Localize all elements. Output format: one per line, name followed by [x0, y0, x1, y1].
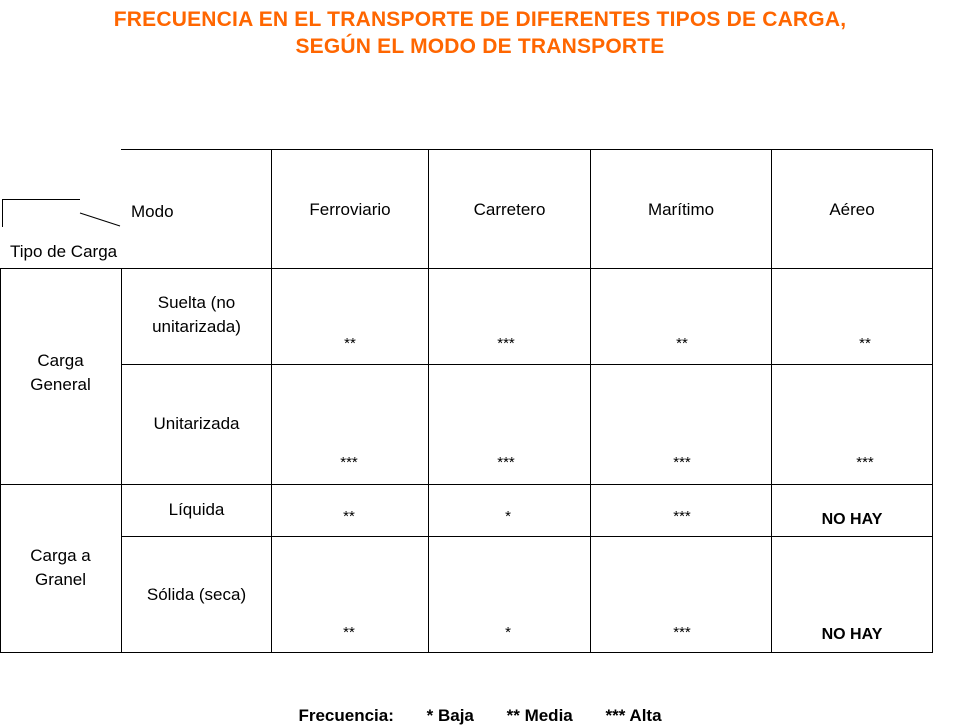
- table-line: [121, 149, 933, 150]
- row-label-liquida: Líquida: [168, 500, 225, 519]
- col-header-maritimo: Marítimo: [647, 200, 715, 219]
- value-cell-no-hay: NO HAY: [821, 511, 883, 528]
- value-cell: **: [676, 335, 688, 352]
- value-cell: **: [859, 335, 871, 352]
- table-line: [121, 364, 933, 365]
- table-line: [771, 149, 772, 653]
- table-line: [271, 149, 272, 653]
- title-line-2: SEGÚN EL MODO DE TRANSPORTE: [295, 35, 665, 58]
- value-cell: ***: [497, 454, 515, 471]
- header-tipo-carga: Tipo de Carga: [10, 242, 118, 261]
- value-cell-no-hay: NO HAY: [821, 626, 883, 643]
- col-header-carretero: Carretero: [473, 200, 546, 219]
- table-line: [0, 268, 933, 269]
- group-label-carga-general: Carga General: [0, 349, 121, 397]
- legend-media: ** Media: [506, 706, 573, 725]
- value-cell: ***: [856, 454, 874, 471]
- page-title: FRECUENCIA EN EL TRANSPORTE DE DIFERENTE…: [0, 6, 960, 60]
- value-cell: *: [505, 624, 511, 641]
- group-label-line: Carga a: [30, 546, 91, 565]
- value-cell: ***: [673, 624, 691, 641]
- value-cell: ***: [497, 335, 515, 352]
- row-label-suelta: Suelta (no unitarizada): [122, 291, 271, 339]
- table-line: [121, 536, 933, 537]
- corner-line: [2, 199, 80, 200]
- table-line: [0, 484, 933, 485]
- row-label-unitarizada: Unitarizada: [153, 414, 240, 433]
- group-label-line: Carga: [37, 351, 84, 370]
- value-cell: ***: [673, 508, 691, 525]
- legend-label: Frecuencia:: [298, 706, 394, 725]
- value-cell: **: [343, 508, 355, 525]
- header-modo: Modo: [131, 202, 174, 221]
- group-label-line: General: [30, 375, 91, 394]
- group-label-carga-granel: Carga a Granel: [0, 544, 121, 592]
- table-line: [932, 149, 933, 653]
- value-cell: **: [343, 624, 355, 641]
- col-header-aereo: Aéreo: [829, 200, 875, 219]
- value-cell: ***: [673, 454, 691, 471]
- table-line: [0, 652, 933, 653]
- value-cell: ***: [340, 454, 358, 471]
- corner-line: [2, 199, 3, 227]
- table-line: [121, 268, 122, 653]
- frequency-legend: Frecuencia: * Baja ** Media *** Alta: [0, 706, 960, 726]
- row-label-line: Suelta (no: [157, 293, 236, 312]
- value-cell: *: [505, 508, 511, 525]
- row-label-solida: Sólida (seca): [146, 585, 247, 604]
- legend-alta: *** Alta: [605, 706, 662, 725]
- col-header-ferroviario: Ferroviario: [309, 200, 391, 219]
- corner-diagonal: [79, 212, 121, 227]
- table-line: [0, 268, 1, 653]
- group-label-line: Granel: [34, 570, 87, 589]
- legend-baja: * Baja: [426, 706, 474, 725]
- table-line: [590, 149, 591, 653]
- value-cell: **: [344, 335, 356, 352]
- row-label-line: unitarizada): [152, 317, 241, 336]
- title-line-1: FRECUENCIA EN EL TRANSPORTE DE DIFERENTE…: [113, 8, 847, 31]
- table-line: [428, 149, 429, 653]
